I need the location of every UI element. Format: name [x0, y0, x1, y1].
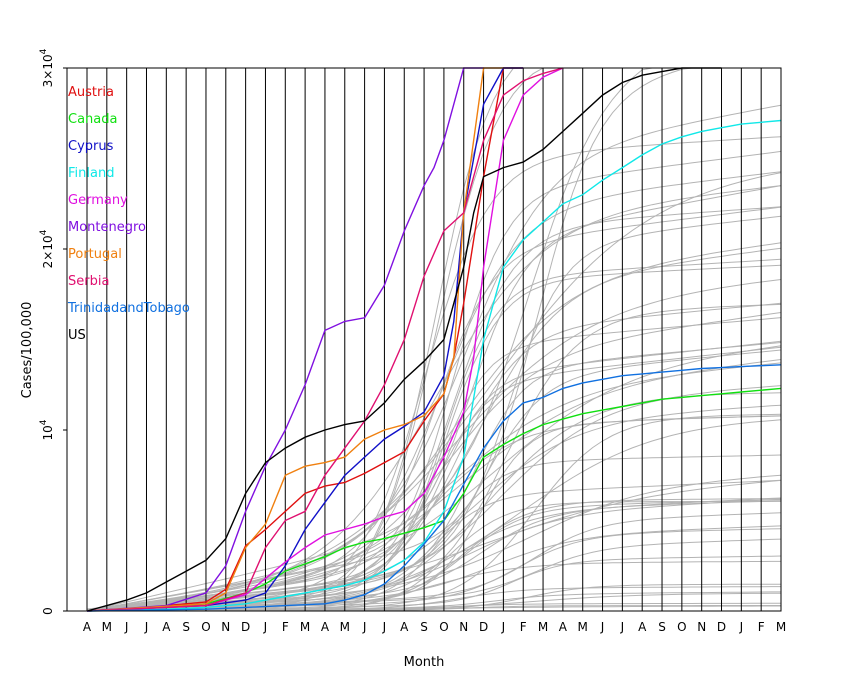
background-line	[86, 67, 781, 612]
x-tick-label: A	[400, 620, 409, 634]
background-line	[86, 512, 782, 612]
series-line-us	[86, 67, 722, 612]
x-tick-label: M	[102, 620, 112, 634]
month-gridlines	[86, 68, 782, 611]
legend-entry-portugal: Portugal	[68, 247, 122, 262]
x-axis-label: Month	[404, 655, 445, 670]
highlighted-series	[86, 67, 782, 612]
series-line-germany	[86, 67, 564, 612]
x-tick-label: M	[538, 620, 548, 634]
series-line-portugal	[86, 67, 504, 612]
x-tick-label: O	[677, 620, 686, 634]
y-tick-label: 0	[41, 607, 55, 615]
background-line	[86, 258, 782, 612]
background-line	[86, 185, 782, 612]
background-line	[86, 247, 782, 612]
plot-frame	[66, 67, 782, 612]
legend-entry-germany: Germany	[68, 193, 128, 208]
legend-entry-austria: Austria	[68, 85, 114, 100]
x-tick-label: J	[739, 620, 744, 634]
x-tick-label: A	[321, 620, 330, 634]
x-tick-label: A	[638, 620, 647, 634]
x-tick-label: S	[182, 620, 190, 634]
x-tick-label: J	[144, 620, 149, 634]
x-tick-label: N	[221, 620, 230, 634]
series-line-trinidadandtobago	[86, 364, 782, 612]
x-tick-label: M	[578, 620, 588, 634]
legend-entry-finland: Finland	[68, 166, 114, 181]
x-tick-label: D	[717, 620, 726, 634]
background-line	[86, 317, 782, 612]
legend-entry-canada: Canada	[68, 112, 117, 127]
background-line	[86, 104, 782, 612]
series-line-cyprus	[86, 67, 524, 612]
background-line	[86, 419, 782, 612]
x-tick-label: S	[420, 620, 428, 634]
x-tick-label: N	[697, 620, 706, 634]
x-tick-label: F	[520, 620, 527, 634]
x-tick-label: S	[658, 620, 666, 634]
y-tick-label: 104	[39, 419, 55, 440]
x-tick-label: A	[559, 620, 568, 634]
x-tick-label: J	[501, 620, 506, 634]
y-tick-exponent: 4	[39, 419, 49, 425]
x-tick-label: A	[162, 620, 171, 634]
background-line	[86, 340, 782, 612]
background-line	[86, 264, 782, 612]
x-tick-label: J	[362, 620, 367, 634]
background-line	[86, 150, 782, 612]
x-tick-label: J	[263, 620, 268, 634]
y-tick-label: 2×104	[39, 229, 55, 268]
x-tick-label: D	[479, 620, 488, 634]
legend-entry-cyprus: Cyprus	[68, 139, 114, 154]
legend-entry-serbia: Serbia	[68, 274, 109, 289]
background-line	[86, 349, 782, 612]
x-tick-label: O	[439, 620, 448, 634]
background-country-lines	[86, 67, 782, 612]
x-tick-label: N	[459, 620, 468, 634]
x-tick-label: D	[241, 620, 250, 634]
y-axis-ticks: 0 104 2×104 3×104	[39, 48, 67, 615]
x-tick-label: M	[776, 620, 786, 634]
x-tick-label: J	[620, 620, 625, 634]
legend-entry-trinidadandtobago: TrinidadandTobago	[67, 301, 190, 316]
legend: Austria Canada Cyprus Finland Germany Montene…	[67, 85, 190, 343]
x-tick-label: J	[600, 620, 605, 634]
x-tick-label: J	[124, 620, 129, 634]
legend-entry-us: US	[68, 328, 86, 343]
y-tick-exponent: 4	[39, 229, 49, 235]
y-tick-label: 3×104	[39, 48, 55, 87]
x-tick-label: M	[300, 620, 310, 634]
y-axis-label: Cases/100,000	[20, 302, 35, 399]
y-tick-exponent: 4	[39, 48, 49, 54]
series-line-finland	[86, 119, 782, 612]
x-tick-label: A	[83, 620, 92, 634]
x-tick-label: M	[340, 620, 350, 634]
series-line-canada	[86, 387, 782, 612]
legend-entry-montenegro: Montenegro	[68, 220, 146, 235]
series-line-austria	[86, 67, 524, 612]
x-tick-label: F	[758, 620, 765, 634]
series-line-serbia	[86, 67, 564, 612]
series-line-montenegro	[86, 67, 484, 612]
x-tick-label: J	[382, 620, 387, 634]
x-tick-label: O	[201, 620, 210, 634]
x-tick-label: F	[282, 620, 289, 634]
